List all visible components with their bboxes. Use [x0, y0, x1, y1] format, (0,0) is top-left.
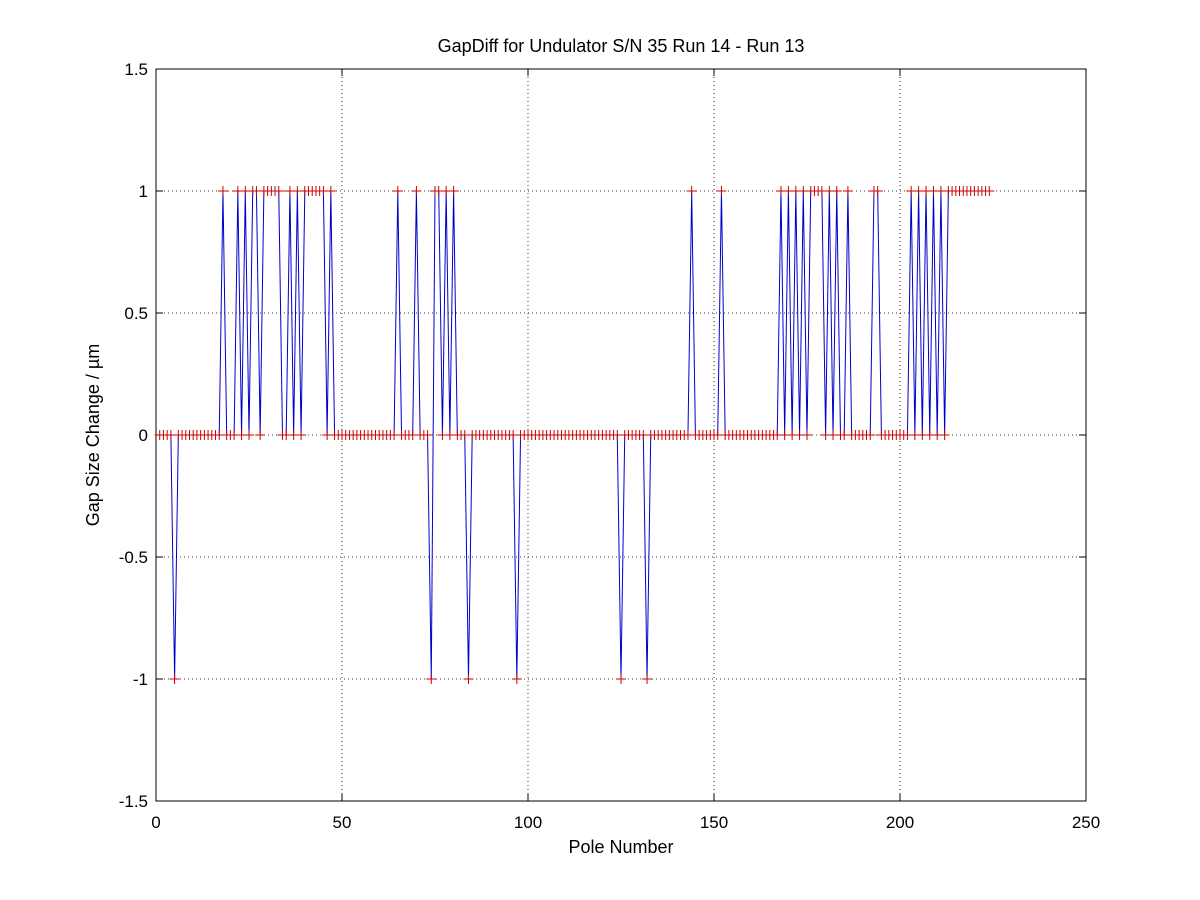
data-point-marker — [217, 186, 228, 196]
data-point-marker — [463, 674, 474, 684]
data-point-marker — [426, 674, 437, 684]
data-point-marker — [716, 186, 727, 196]
y-tick-label: 0 — [139, 426, 148, 445]
data-point-marker — [411, 186, 422, 196]
x-tick-labels: 0 50 100 150 200 250 — [151, 813, 1100, 832]
data-point-marker — [296, 430, 307, 440]
x-axis-label: Pole Number — [568, 837, 673, 857]
y-tick-label: -1 — [133, 670, 148, 689]
data-point-marker — [448, 186, 459, 196]
y-tick-label: 1.5 — [124, 60, 148, 79]
x-tick-label: 100 — [514, 813, 542, 832]
data-point-marker — [831, 186, 842, 196]
data-point-marker — [939, 430, 950, 440]
x-tick-label: 200 — [886, 813, 914, 832]
data-point-marker — [244, 430, 254, 440]
y-tick-label: -0.5 — [119, 548, 148, 567]
data-point-marker — [802, 430, 812, 440]
data-point-marker — [984, 186, 995, 196]
data-point-marker — [392, 186, 403, 196]
data-point-marker — [842, 186, 853, 196]
y-tick-labels: 1.5 1 0.5 0 -0.5 -1 -1.5 — [119, 60, 148, 811]
data-point-marker — [872, 186, 883, 196]
axis-ticks — [155, 68, 1087, 802]
data-markers — [154, 186, 995, 684]
data-point-marker — [255, 430, 266, 440]
x-tick-label: 0 — [151, 813, 160, 832]
chart-title: GapDiff for Undulator S/N 35 Run 14 - Ru… — [438, 36, 805, 56]
data-point-marker — [169, 674, 180, 684]
data-point-marker — [422, 430, 433, 440]
y-axis-label: Gap Size Change / µm — [83, 344, 103, 526]
y-tick-label: 1 — [139, 182, 148, 201]
data-point-marker — [616, 674, 626, 684]
data-point-marker — [325, 186, 336, 196]
x-tick-label: 50 — [333, 813, 352, 832]
x-tick-label: 150 — [700, 813, 728, 832]
data-point-marker — [865, 430, 876, 440]
y-tick-label: -1.5 — [119, 792, 148, 811]
y-tick-label: 0.5 — [124, 304, 148, 323]
data-point-marker — [273, 186, 284, 196]
data-point-marker — [511, 674, 522, 684]
x-tick-label: 250 — [1072, 813, 1100, 832]
data-point-marker — [642, 674, 653, 684]
data-point-marker — [686, 186, 697, 196]
